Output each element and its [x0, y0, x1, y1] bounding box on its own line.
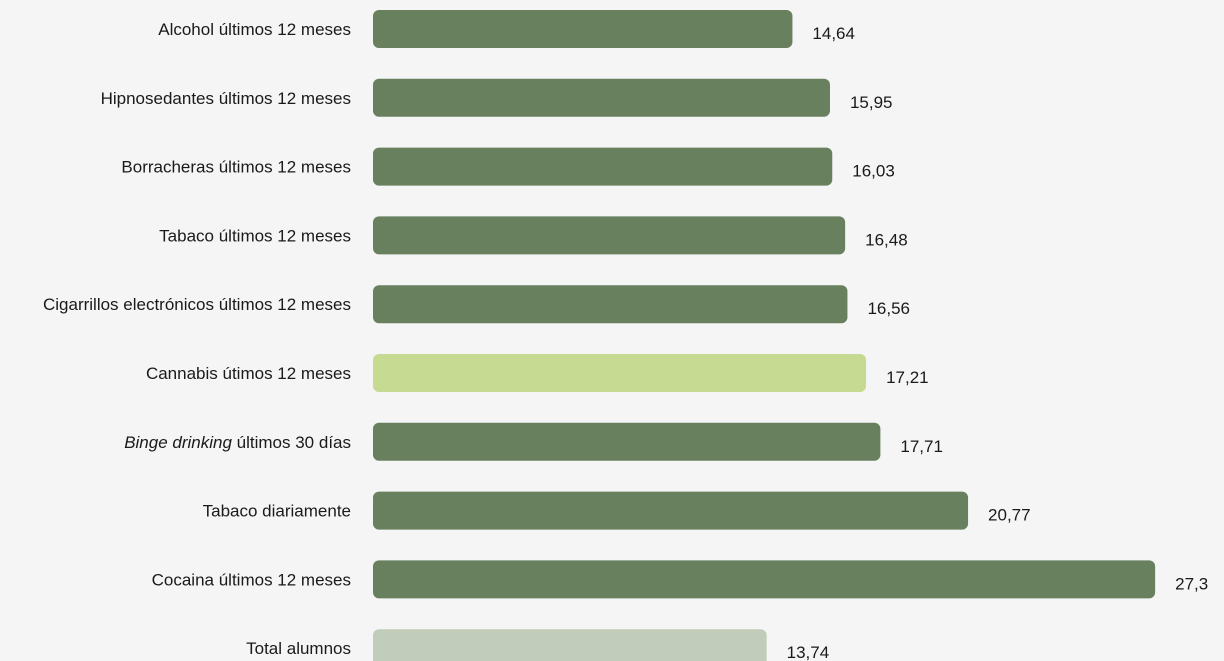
value-label-3: 16,48 [865, 230, 908, 249]
bar-5 [373, 354, 867, 392]
category-label-5: Cannabis útimos 12 meses [146, 364, 351, 383]
value-label-4: 16,56 [867, 299, 910, 318]
category-label-3: Tabaco últimos 12 meses [159, 226, 351, 245]
bar-4 [373, 285, 848, 324]
category-label-6: Binge drinking últimos 30 días [124, 433, 351, 452]
bar-9 [373, 629, 767, 661]
category-label-rest-part: últimos 30 días [232, 433, 351, 452]
value-label-2: 16,03 [852, 162, 895, 181]
category-label-italic-part: Binge drinking [124, 433, 232, 452]
category-label-8: Cocaina últimos 12 meses [152, 570, 351, 589]
bar-1 [373, 78, 830, 117]
category-label-0: Alcohol últimos 12 meses [158, 20, 351, 39]
bar-3 [373, 216, 846, 255]
value-label-0: 14,64 [812, 24, 855, 43]
value-label-5: 17,21 [886, 368, 929, 387]
category-label-4: Cigarrillos electrónicos últimos 12 mese… [43, 295, 351, 314]
bar-8 [373, 560, 1156, 599]
bar-0 [373, 10, 793, 48]
bar-6 [373, 422, 881, 461]
value-label-8: 27,3 [1175, 574, 1208, 593]
value-label-1: 15,95 [850, 93, 893, 112]
value-label-9: 13,74 [787, 643, 830, 661]
category-label-1: Hipnosedantes últimos 12 meses [101, 89, 351, 108]
bar-7 [373, 491, 969, 530]
category-label-9: Total alumnos [246, 639, 351, 658]
value-label-6: 17,71 [900, 437, 943, 456]
value-label-7: 20,77 [988, 506, 1031, 525]
bar-2 [373, 147, 833, 186]
category-label-7: Tabaco diariamente [203, 502, 351, 521]
category-label-2: Borracheras últimos 12 meses [121, 158, 351, 177]
